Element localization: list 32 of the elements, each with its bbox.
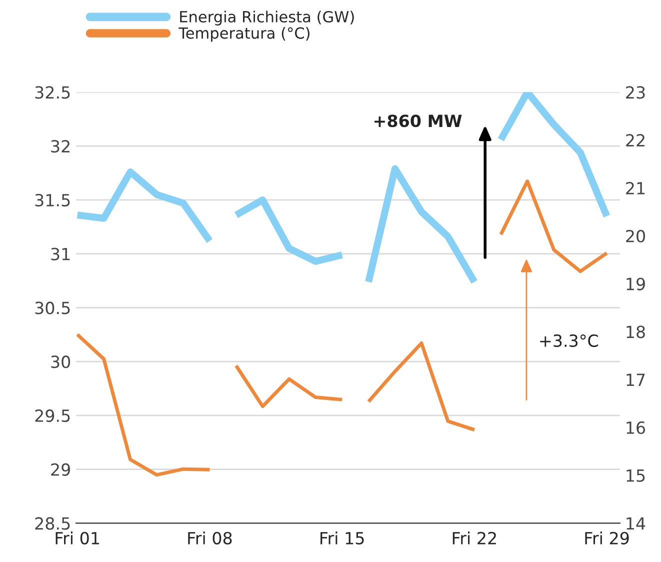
annotation: +3.3°C (540, 334, 598, 348)
y2-tick-label: 22 (626, 134, 644, 146)
y2-tick-label: 21 (626, 182, 645, 194)
y-tick-label: 29.5 (35, 409, 70, 422)
x-tick-label: Fri 22 (452, 532, 496, 544)
y-tick-label: 29 (51, 463, 70, 476)
y2-tick-label: 17 (626, 374, 645, 386)
y2-tick-label: 23 (626, 86, 645, 99)
y2-tick-label: 19 (626, 278, 645, 290)
y2-tick-label: 18 (626, 326, 645, 338)
x-tick-label: Fri 01 (56, 532, 99, 544)
y-tick-label: 32.5 (35, 86, 70, 99)
x-tick-label: Fri 08 (188, 532, 232, 544)
legend-label: Energia Richiesta (GW) (180, 10, 354, 26)
y2-tick-label: 15 (626, 470, 645, 482)
line-series (234, 364, 344, 408)
y2-tick-label: 16 (626, 421, 646, 434)
y-tick-label: 32 (51, 140, 70, 153)
x-tick-label: Fri 29 (585, 532, 629, 544)
y-tick-label: 31 (51, 248, 70, 260)
legend-label: Temperatura (°C) (178, 27, 310, 42)
y-tick-label: 30.5 (35, 302, 70, 314)
y2-tick-label: 14 (626, 517, 646, 530)
line-series (499, 180, 609, 274)
y-tick-label: 28.5 (35, 517, 70, 530)
line-series (366, 341, 476, 432)
annotation: +860 MW (374, 114, 462, 128)
y-tick-label: 31.5 (35, 194, 70, 206)
line-series (76, 332, 212, 477)
x-tick-label: Fri 15 (320, 532, 364, 544)
y-tick-label: 30 (51, 356, 70, 368)
y2-tick-label: 20 (626, 230, 645, 242)
